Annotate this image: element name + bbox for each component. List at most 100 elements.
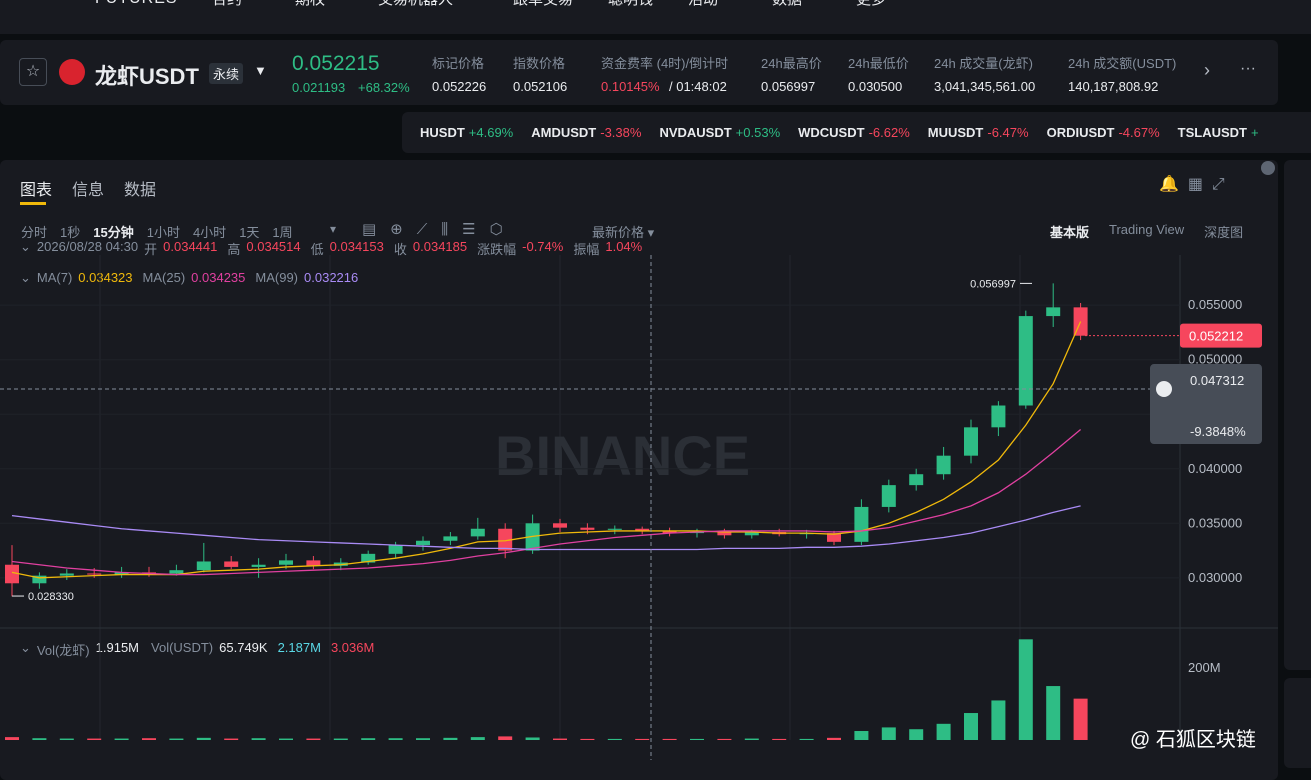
favorite[interactable]: ☆ bbox=[19, 58, 47, 86]
candle-body bbox=[224, 561, 239, 567]
volume-bar bbox=[251, 738, 266, 740]
volume-bar bbox=[361, 738, 376, 740]
ma-value: 0.032216 bbox=[304, 270, 359, 285]
views: 基本版 Trading View 深度图 bbox=[1050, 222, 1243, 241]
interval[interactable]: 分时 bbox=[21, 225, 48, 240]
volume-bar bbox=[443, 737, 458, 740]
ohlc-value: 1.04% bbox=[605, 239, 643, 254]
volume-bar bbox=[936, 723, 951, 740]
marquee-change: +0.53% bbox=[735, 125, 781, 140]
volume-bar bbox=[388, 738, 403, 740]
stat-value: 0.052106 bbox=[513, 79, 568, 94]
y-tick-label: 0.050000 bbox=[1188, 352, 1242, 367]
side-panel bbox=[1284, 160, 1311, 670]
marquee-change: +4.69% bbox=[468, 125, 514, 140]
nav-item[interactable]: 合约 bbox=[212, 0, 242, 9]
volume-bar bbox=[59, 738, 74, 740]
volume-bar bbox=[772, 738, 787, 740]
interval[interactable]: 15分钟 bbox=[93, 225, 134, 240]
ma-label: MA(99) bbox=[255, 270, 299, 285]
crosshair-pct: -9.3848% bbox=[1190, 424, 1246, 439]
price-type[interactable]: 最新价格 ▾ bbox=[592, 225, 655, 240]
top-nav: FUTURES 合约 期权 交易机器人 跟单交易 聪明钱 活动 数据 更多 bbox=[0, 0, 1311, 34]
volume-bar bbox=[306, 738, 321, 740]
price-type-label: 最新价格 bbox=[592, 225, 645, 240]
symbol[interactable]: 龙虾USDT bbox=[95, 64, 199, 89]
marquee-item: ORDIUSDT -4.67% bbox=[1047, 125, 1160, 140]
tab[interactable]: 图表 bbox=[20, 182, 53, 199]
interval[interactable]: 4小时 bbox=[192, 225, 227, 240]
candle bbox=[991, 401, 1006, 437]
volume-bar bbox=[580, 738, 595, 740]
marquee-symbol: HUSDT bbox=[420, 125, 465, 140]
candle-body bbox=[5, 564, 19, 584]
stat-value-2: / 01:48:02 bbox=[669, 79, 727, 94]
view[interactable]: Trading View bbox=[1109, 222, 1185, 237]
candle bbox=[59, 569, 74, 581]
volume-bar bbox=[635, 738, 650, 740]
candle bbox=[306, 556, 321, 570]
tool-icons[interactable]: ▤⊕⟋⫼☰⬡ bbox=[362, 221, 517, 238]
marquee-symbol: ORDIUSDT bbox=[1046, 125, 1115, 140]
dropdown[interactable]: ▼ bbox=[254, 63, 267, 78]
ohlc-label: 低 bbox=[310, 242, 324, 257]
next[interactable]: › bbox=[1204, 60, 1210, 80]
more-intervals[interactable]: ▾ bbox=[330, 222, 337, 236]
marquee-item: TSLAUSDT + bbox=[1178, 125, 1259, 140]
candle-body bbox=[991, 405, 1006, 428]
vol-legend: ⌄ Vol(龙虾) 1.915M Vol(USDT) 65.749K 2.187M 3.03… bbox=[20, 640, 378, 659]
volume-bar bbox=[991, 700, 1006, 740]
ohlc-label: 开 bbox=[144, 242, 158, 257]
ma-line bbox=[11, 321, 1082, 579]
ma-line bbox=[11, 505, 1081, 551]
nav-item[interactable]: 期权 bbox=[295, 0, 325, 9]
ohlc-value: 0.034185 bbox=[412, 239, 468, 254]
y-tick-label: 0.055000 bbox=[1188, 297, 1242, 312]
interval[interactable]: 1小时 bbox=[146, 225, 180, 240]
candle-body bbox=[361, 553, 376, 563]
volume-bar bbox=[662, 738, 677, 740]
collapse: ⌄ bbox=[20, 239, 31, 254]
marquee-change: -6.62% bbox=[868, 125, 910, 140]
nav-item[interactable]: 数据 bbox=[772, 0, 802, 9]
interval[interactable]: 1天 bbox=[239, 225, 260, 240]
close-btn bbox=[1261, 161, 1275, 175]
candle bbox=[416, 536, 430, 551]
tab[interactable]: 信息 bbox=[72, 182, 105, 199]
nav-item[interactable]: 聪明钱 bbox=[608, 0, 653, 9]
tab[interactable]: 数据 bbox=[124, 182, 157, 199]
candle-body bbox=[635, 528, 650, 531]
ohlc-value: 0.034514 bbox=[246, 239, 301, 254]
volume-bar bbox=[525, 737, 540, 740]
nav-item[interactable]: 更多 bbox=[856, 0, 886, 9]
view[interactable]: 基本版 bbox=[1050, 225, 1090, 240]
volume-bar bbox=[142, 738, 156, 740]
vol-label: Vol(龙虾) bbox=[36, 643, 90, 658]
icons[interactable]: 🔔 ▦ ⤢ bbox=[1159, 176, 1225, 193]
vol-value: 1.915M bbox=[95, 640, 140, 655]
interval[interactable]: 1秒 bbox=[60, 225, 81, 240]
view[interactable]: 深度图 bbox=[1204, 225, 1244, 240]
candle-body bbox=[854, 506, 869, 542]
footer-watermark: @ 石狐区块链 bbox=[1130, 728, 1256, 751]
volume-bar bbox=[909, 729, 924, 740]
candle-body bbox=[279, 560, 293, 565]
nav-item[interactable]: 跟单交易 bbox=[513, 0, 573, 9]
candle bbox=[854, 499, 869, 546]
vol-tick-label: 200M bbox=[1188, 660, 1221, 675]
marquee-item: MUUSDT -6.47% bbox=[928, 125, 1029, 140]
candle-body bbox=[717, 532, 732, 536]
interval[interactable]: 1周 bbox=[272, 225, 293, 240]
ma-legend: ⌄ MA(7) 0.034323 MA(25) 0.034235 MA(99) 0.0322… bbox=[20, 270, 362, 286]
nav-item[interactable]: 活动 bbox=[688, 0, 718, 9]
candle bbox=[1046, 283, 1061, 327]
candle-body bbox=[827, 533, 841, 542]
last-price: 0.052215 bbox=[292, 52, 380, 75]
volume-bar bbox=[881, 727, 896, 740]
marquee-change: -6.47% bbox=[987, 125, 1029, 140]
nav-item[interactable]: 交易机器人 bbox=[378, 0, 453, 9]
candle-body bbox=[169, 570, 184, 574]
stat-value: 3,041,345,561.00 bbox=[934, 79, 1036, 94]
volume-bar bbox=[854, 731, 869, 740]
more[interactable]: ··· bbox=[1240, 60, 1256, 77]
